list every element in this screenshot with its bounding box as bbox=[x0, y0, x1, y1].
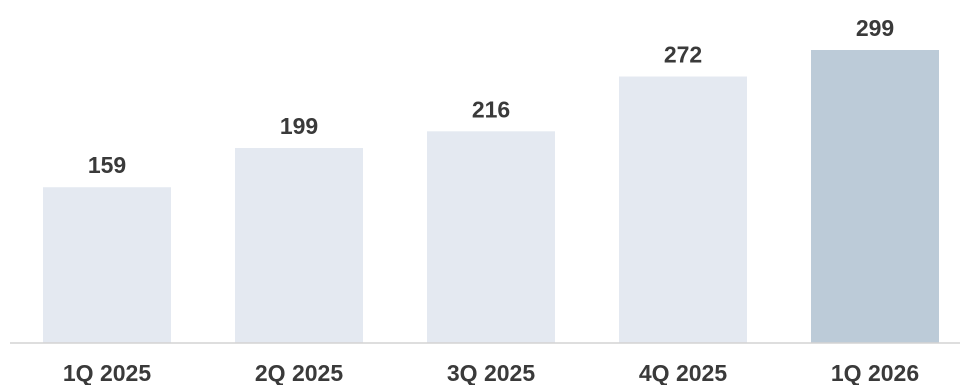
bar-1q-2025 bbox=[43, 187, 171, 343]
bar-1q-2026 bbox=[811, 50, 939, 343]
value-label-2q-2025: 199 bbox=[280, 113, 318, 139]
bars-group bbox=[43, 50, 939, 343]
value-label-1q-2026: 299 bbox=[856, 15, 894, 41]
x-tick-label-3q-2025: 3Q 2025 bbox=[447, 360, 535, 385]
value-label-4q-2025: 272 bbox=[664, 42, 702, 68]
value-label-1q-2025: 159 bbox=[88, 152, 126, 178]
bar-2q-2025 bbox=[235, 148, 363, 343]
value-label-3q-2025: 216 bbox=[472, 96, 510, 122]
x-tick-label-1q-2025: 1Q 2025 bbox=[63, 360, 151, 385]
bar-4q-2025 bbox=[619, 76, 747, 343]
bar-3q-2025 bbox=[427, 131, 555, 343]
x-tick-label-2q-2025: 2Q 2025 bbox=[255, 360, 343, 385]
x-tick-labels-group: 1Q 2025 2Q 2025 3Q 2025 4Q 2025 1Q 2026 bbox=[63, 360, 919, 385]
x-tick-label-4q-2025: 4Q 2025 bbox=[639, 360, 727, 385]
x-tick-label-1q-2026: 1Q 2026 bbox=[831, 360, 919, 385]
value-labels-group: 159 199 216 272 299 bbox=[88, 15, 894, 178]
